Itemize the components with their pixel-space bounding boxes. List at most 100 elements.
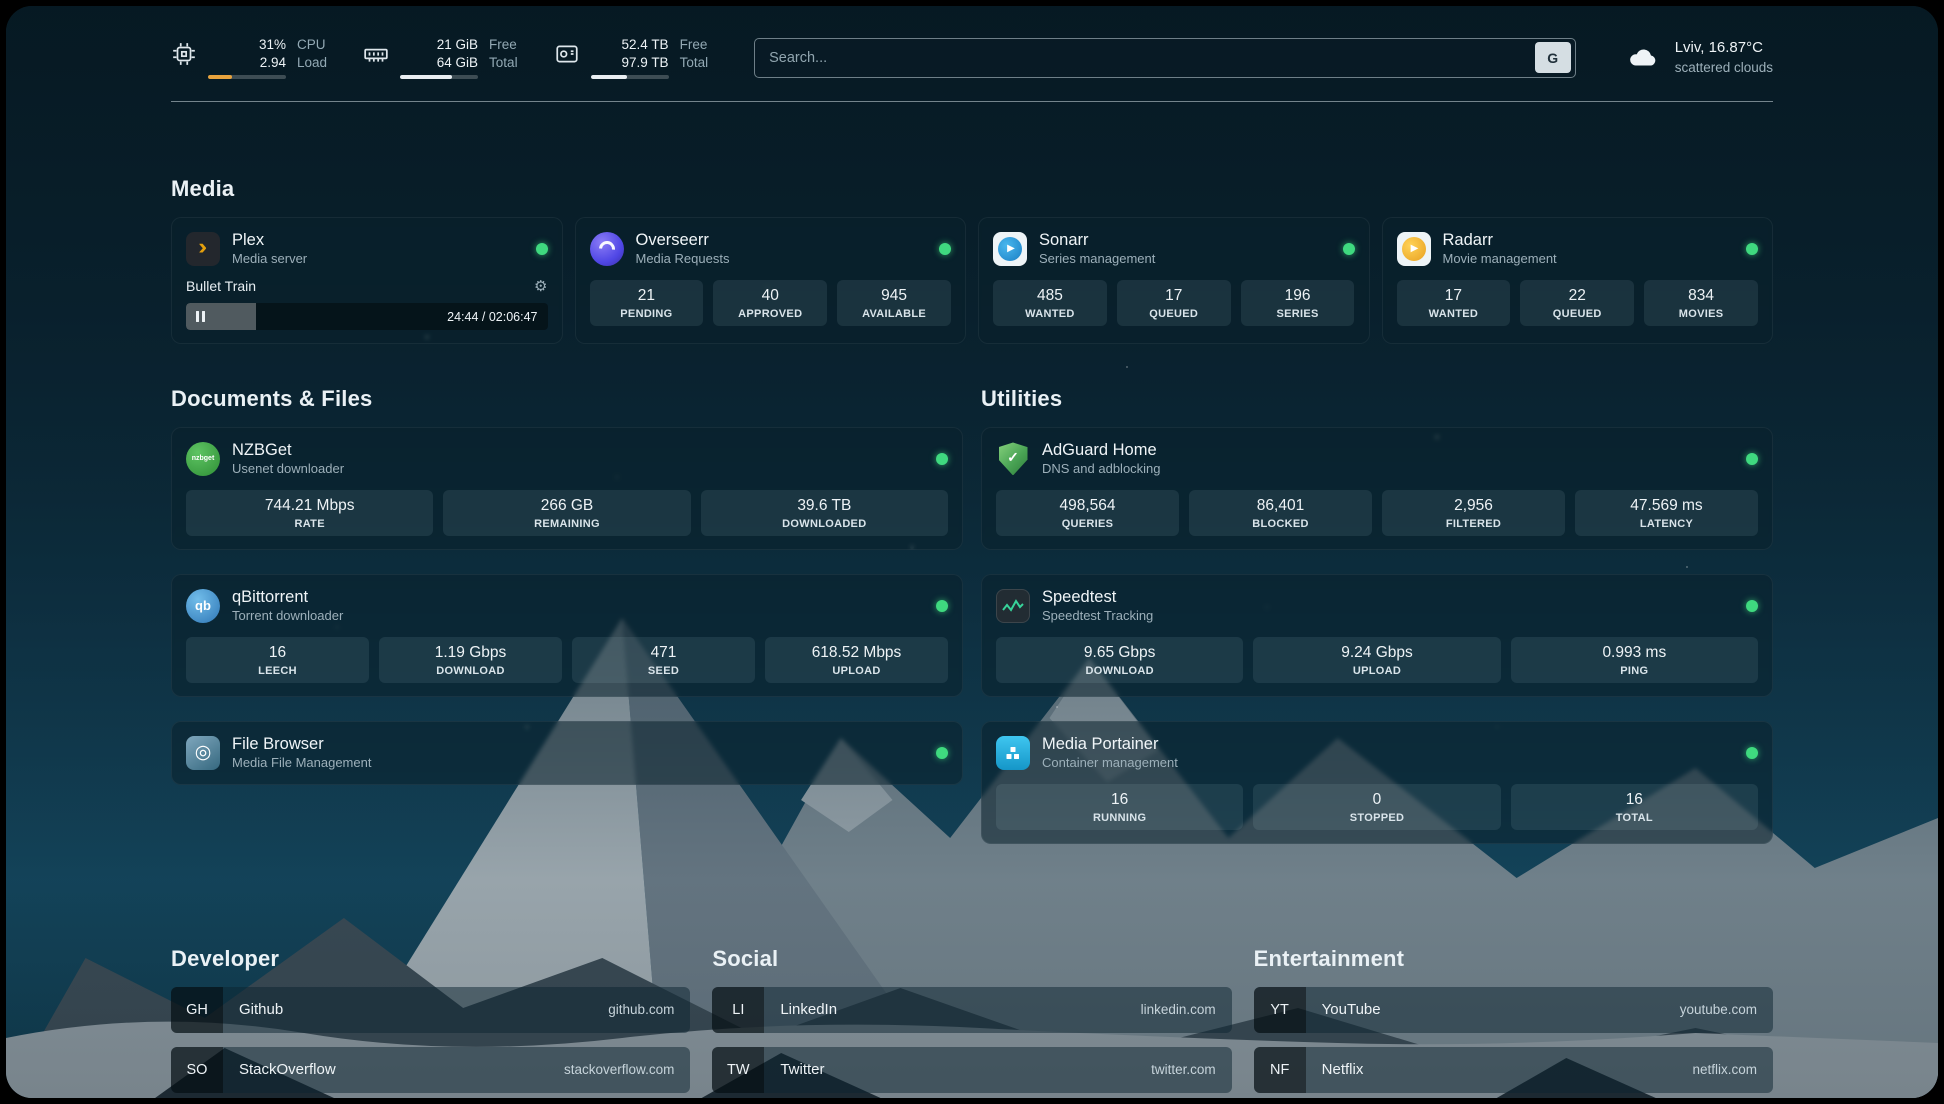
nzbget-icon: nzbget xyxy=(186,441,220,476)
stat-pending: 21 PENDING xyxy=(589,280,704,326)
playback-time: 24:44 / 02:06:47 xyxy=(447,309,538,324)
disk-usage-bar xyxy=(590,75,669,80)
service-description: Media File Management xyxy=(232,754,372,770)
stat-label: STOPPED xyxy=(1349,811,1405,824)
speedtest-icon xyxy=(996,588,1030,623)
bookmark-abbr: TW xyxy=(712,1046,765,1093)
service-card-qbittorrent[interactable]: qb qBittorrent Torrent downloader 16 LEE… xyxy=(171,573,963,697)
stat-value: 9.24 Gbps xyxy=(1341,643,1413,661)
topbar-divider xyxy=(171,101,1773,103)
stat-label: QUEUED xyxy=(1149,308,1199,320)
service-card-overseerr[interactable]: Overseerr Media Requests 21 PENDING 40 A… xyxy=(574,217,966,344)
stat-label: DOWNLOAD xyxy=(436,664,505,677)
bookmark-group-social: Social LI LinkedIn linkedin.com TW Twitt… xyxy=(712,945,1232,1098)
section-title-media: Media xyxy=(171,176,235,202)
cpu-label-top: CPU xyxy=(297,37,326,52)
bookmark-name: StackOverflow xyxy=(239,1061,336,1079)
sonarr-icon: ▶ xyxy=(993,232,1027,267)
plex-icon-glyph: › xyxy=(198,234,208,260)
memory-icon xyxy=(363,41,389,67)
stat-value: 86,401 xyxy=(1256,496,1305,514)
memory-usage-bar xyxy=(400,75,479,80)
service-card-sonarr[interactable]: ▶ Sonarr Series management 485 WANTED xyxy=(978,217,1370,344)
stat-value: 618.52 Mbps xyxy=(811,643,902,661)
service-name: AdGuard Home xyxy=(1042,441,1157,459)
file-browser-icon: ◎ xyxy=(186,735,220,770)
disk-values: 52.4 TB 97.9 TB xyxy=(590,36,669,80)
disk-widget: 52.4 TB 97.9 TB Free Total xyxy=(554,36,708,80)
stat-value: 16 xyxy=(1111,790,1129,808)
memory-label-bottom: Total xyxy=(489,54,518,70)
bookmark-url: stackoverflow.com xyxy=(564,1062,675,1078)
stat-label: RATE xyxy=(294,517,325,530)
service-description: Media Requests xyxy=(635,251,730,267)
bookmark-github[interactable]: GH Github github.com xyxy=(171,986,691,1033)
service-card-radarr[interactable]: ▶ Radarr Movie management 17 WANTED xyxy=(1381,217,1773,344)
service-card-file-browser[interactable]: ◎ File Browser Media File Management xyxy=(171,720,963,785)
weather-condition: scattered clouds xyxy=(1674,59,1773,75)
service-card-media-portainer[interactable]: Media Portainer Container management 16 … xyxy=(981,720,1773,844)
radarr-icon: ▶ xyxy=(1396,232,1431,267)
memory-label-top: Free xyxy=(489,37,517,52)
service-description: Movie management xyxy=(1442,251,1557,267)
status-dot xyxy=(535,243,548,256)
system-stats: 31% 2.94 CPU Load 21 GiB 64 G xyxy=(171,36,708,80)
stat-value: 0.993 ms xyxy=(1602,643,1667,661)
adguard-shield-icon: ✓ xyxy=(996,442,1030,476)
stat-label: UPLOAD xyxy=(1352,664,1402,677)
bookmark-youtube[interactable]: YT YouTube youtube.com xyxy=(1253,986,1773,1033)
stat-upload: 9.24 Gbps UPLOAD xyxy=(1253,636,1501,683)
section-title-social: Social xyxy=(712,945,779,971)
stat-value: 266 GB xyxy=(540,496,594,514)
bookmark-twitter[interactable]: TW Twitter twitter.com xyxy=(712,1046,1232,1093)
stat-queued: 17 QUEUED xyxy=(1116,280,1231,326)
stat-remaining: 266 GB REMAINING xyxy=(443,489,691,536)
service-card-nzbget[interactable]: nzbget NZBGet Usenet downloader 744.21 M… xyxy=(171,427,963,550)
stat-label: RUNNING xyxy=(1092,811,1147,824)
background-tint-overlay xyxy=(6,6,1938,1098)
service-description: Series management xyxy=(1039,251,1156,267)
stat-value: 834 xyxy=(1688,287,1714,304)
bookmark-abbr: LI xyxy=(712,986,765,1033)
cpu-labels: CPU Load xyxy=(297,36,327,71)
service-card-plex[interactable]: › Plex Media server Bullet Train ⚙ xyxy=(171,217,563,344)
file-browser-icon-glyph: ◎ xyxy=(194,742,212,764)
stat-label: LEECH xyxy=(258,664,297,677)
status-dot xyxy=(936,746,948,759)
radarr-icon-glyph: ▶ xyxy=(1410,243,1419,255)
search-input[interactable] xyxy=(769,49,1535,66)
bookmark-name: Github xyxy=(239,1001,284,1019)
stat-rate: 744.21 Mbps RATE xyxy=(186,489,434,536)
bookmark-linkedin[interactable]: LI LinkedIn linkedin.com xyxy=(712,986,1232,1033)
stat-download: 9.65 Gbps DOWNLOAD xyxy=(996,636,1244,683)
stat-label: MOVIES xyxy=(1678,308,1724,320)
top-bar: 31% 2.94 CPU Load 21 GiB 64 G xyxy=(171,36,1773,80)
stat-label: AVAILABLE xyxy=(862,308,927,320)
section-title-utilities: Utilities xyxy=(981,386,1063,411)
gear-icon[interactable]: ⚙ xyxy=(534,277,548,295)
weather-widget: Lviv, 16.87°C scattered clouds xyxy=(1622,38,1773,76)
service-card-adguard-home[interactable]: ✓ AdGuard Home DNS and adblocking 498,56… xyxy=(981,427,1773,550)
bookmark-abbr: GH xyxy=(171,986,223,1033)
cpu-widget: 31% 2.94 CPU Load xyxy=(171,36,327,80)
stat-value: 0 xyxy=(1372,790,1382,808)
section-media: Media › Plex Media server xyxy=(171,176,1773,344)
search-bar[interactable]: G xyxy=(754,37,1576,78)
service-card-speedtest[interactable]: Speedtest Speedtest Tracking 9.65 Gbps D… xyxy=(981,573,1773,697)
cpu-percent: 31% xyxy=(258,37,286,52)
stat-wanted: 485 WANTED xyxy=(993,280,1107,326)
stat-value: 744.21 Mbps xyxy=(264,496,355,514)
section-documents-files: Documents & Files nzbget NZBGet Usenet d… xyxy=(171,386,963,868)
bookmark-netflix[interactable]: NF Netflix netflix.com xyxy=(1253,1046,1773,1093)
stat-label: DOWNLOAD xyxy=(1085,664,1154,677)
bookmark-stackoverflow[interactable]: SO StackOverflow stackoverflow.com xyxy=(171,1046,691,1093)
search-engine-button[interactable]: G xyxy=(1534,42,1571,74)
section-title-entertainment: Entertainment xyxy=(1253,945,1405,971)
status-dot xyxy=(936,452,948,465)
stat-filtered: 2,956 FILTERED xyxy=(1382,489,1565,536)
service-name: qBittorrent xyxy=(232,587,309,606)
stat-queries: 498,564 QUERIES xyxy=(996,489,1179,536)
adguard-check-glyph: ✓ xyxy=(1007,448,1019,465)
stat-latency: 47.569 ms LATENCY xyxy=(1575,489,1758,536)
